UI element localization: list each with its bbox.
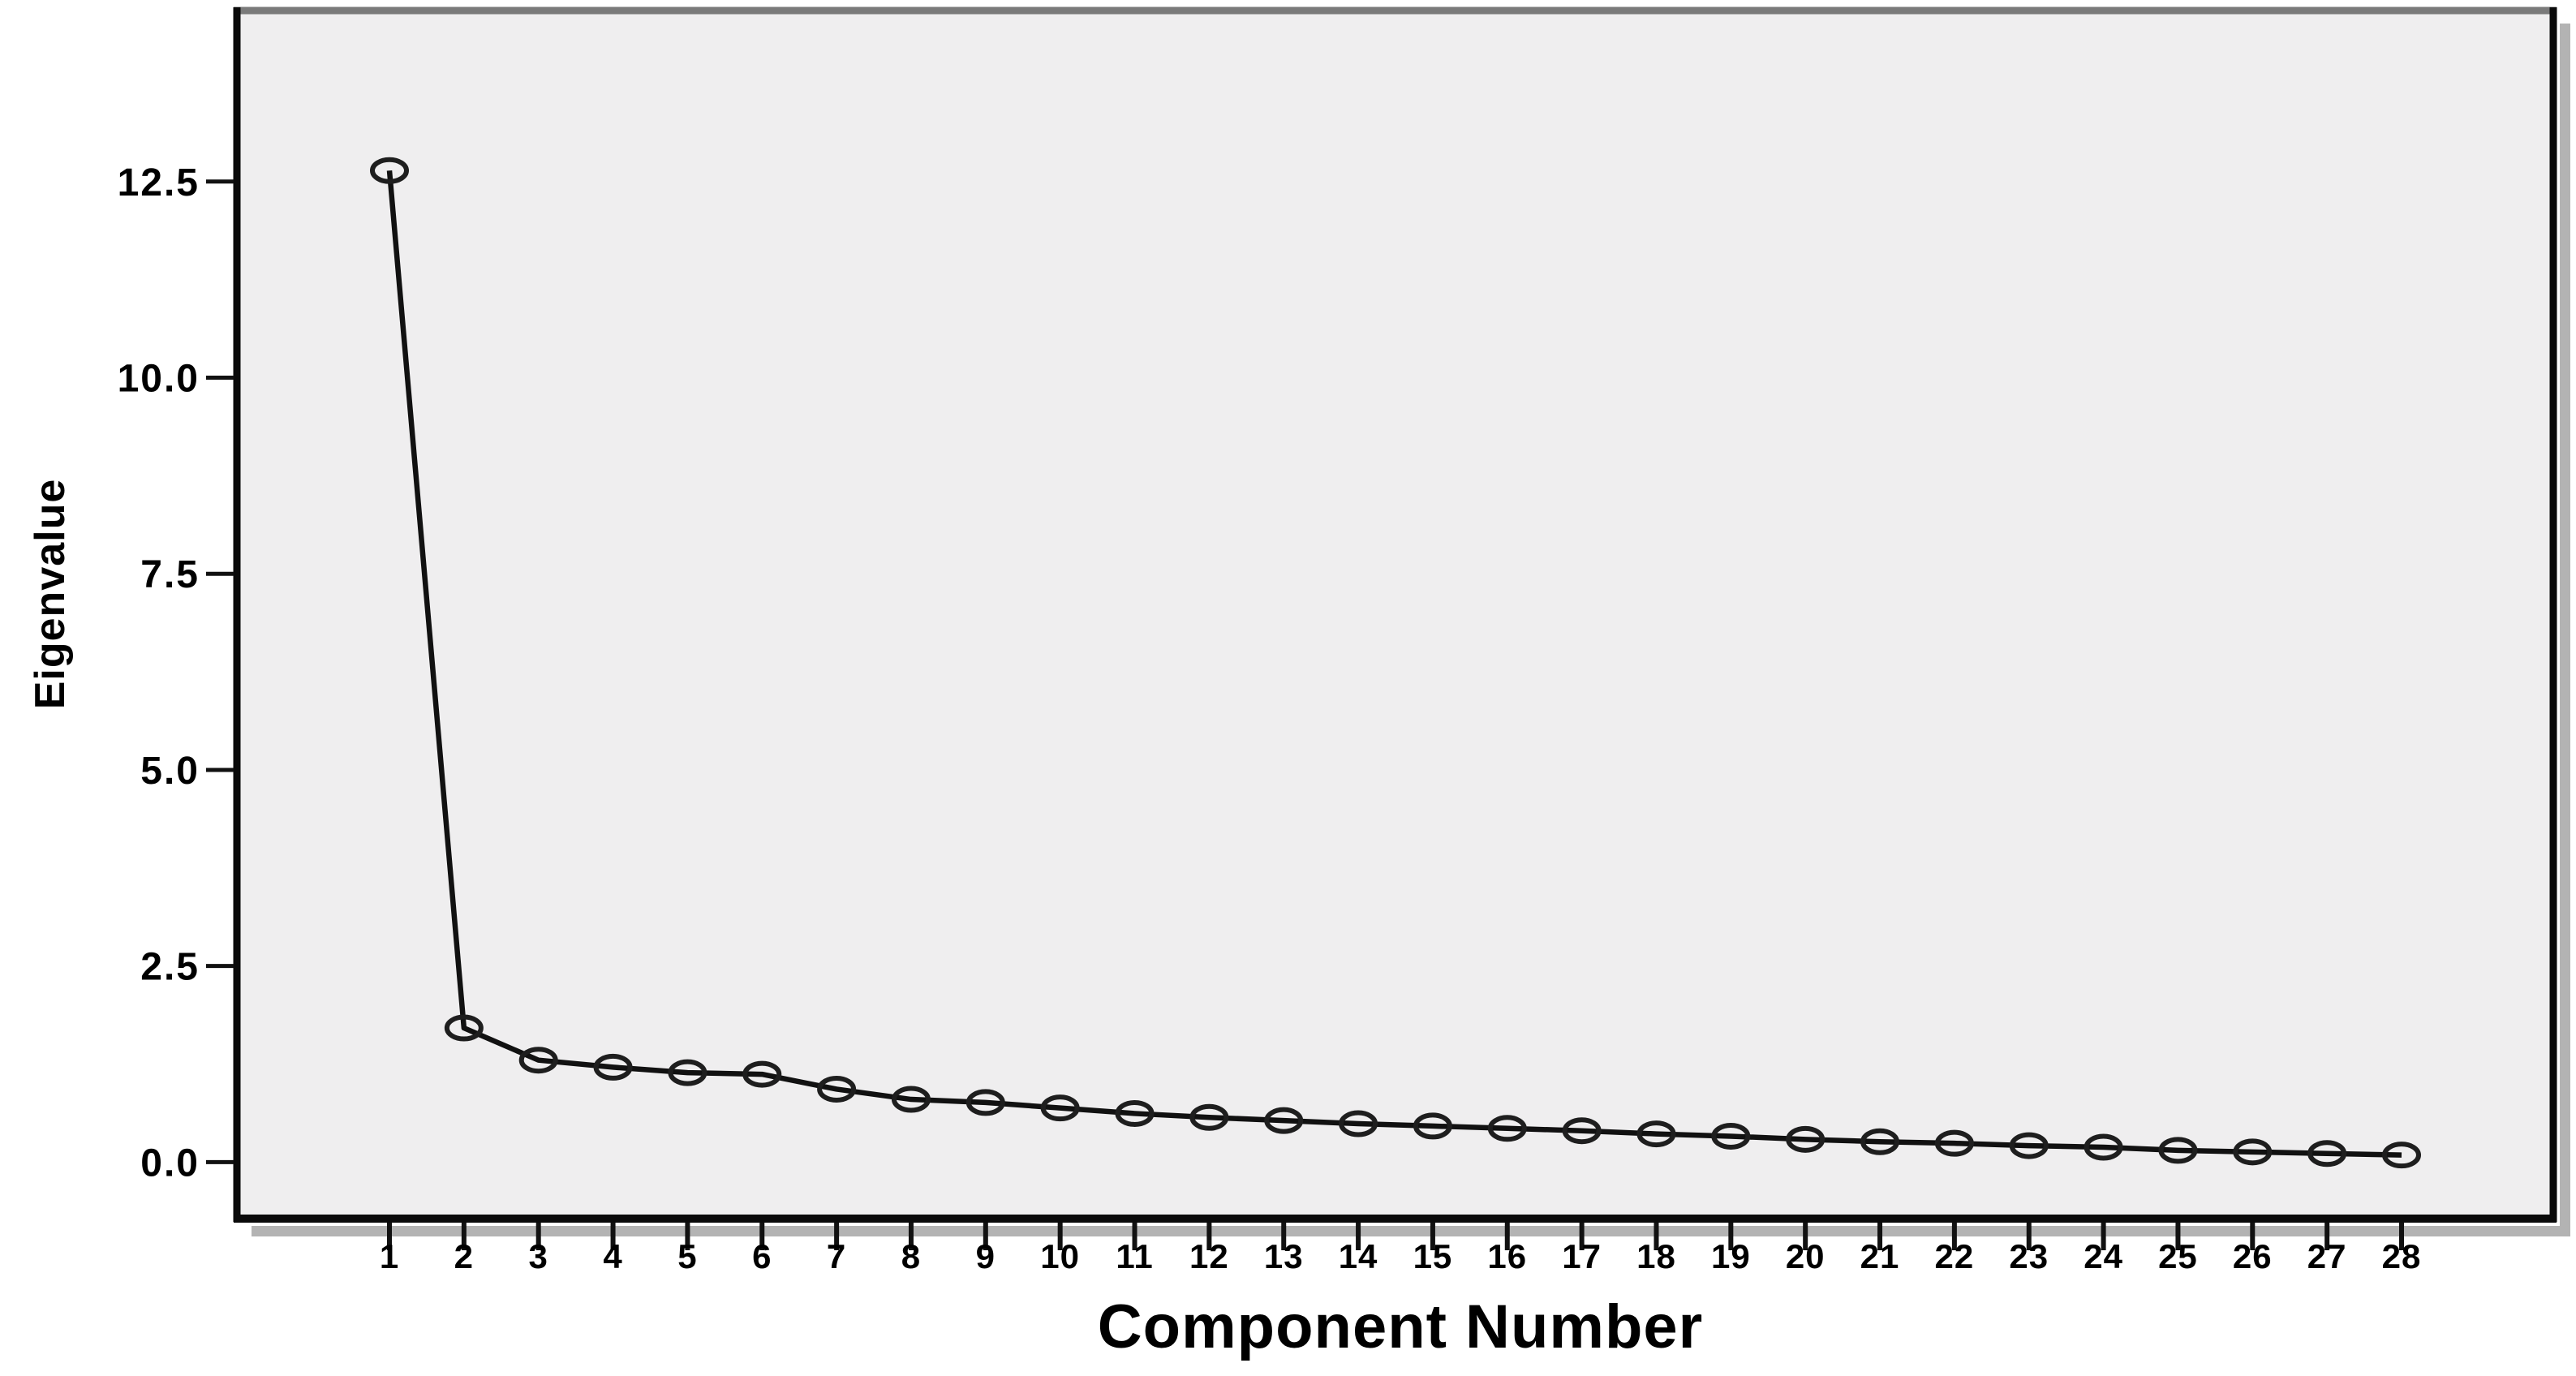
x-tick-label: 21	[1860, 1237, 1900, 1275]
x-tick-label: 20	[1786, 1237, 1826, 1275]
y-axis-title: Eigenvalue	[27, 478, 74, 710]
data-point-marker	[668, 1059, 707, 1086]
data-point-marker	[1711, 1122, 1751, 1150]
data-point-marker	[1562, 1117, 1602, 1145]
x-tick-label: 10	[1040, 1237, 1080, 1275]
x-tick-label: 2	[454, 1237, 474, 1275]
data-point-marker	[1339, 1110, 1378, 1137]
x-tick-label: 27	[2307, 1237, 2347, 1275]
data-point-marker	[1115, 1099, 1155, 1127]
y-tick-label: 7.5	[140, 553, 200, 596]
data-point-marker	[1189, 1103, 1229, 1131]
x-tick-label: 26	[2233, 1237, 2273, 1275]
data-point-marker	[2307, 1140, 2347, 1167]
y-tick-label: 0.0	[140, 1142, 200, 1185]
x-tick-label: 12	[1189, 1237, 1229, 1275]
x-tick-label: 7	[827, 1237, 846, 1275]
x-tick-label: 24	[2084, 1237, 2123, 1275]
data-point-marker	[1934, 1129, 1974, 1157]
x-tick-label: 15	[1413, 1237, 1453, 1275]
data-point-marker	[593, 1053, 633, 1081]
data-point-marker	[444, 1014, 484, 1042]
plot-shadow-bottom	[252, 1226, 2570, 1236]
data-point-marker	[1860, 1128, 1900, 1155]
x-tick-label: 17	[1562, 1237, 1602, 1275]
x-tick-label: 19	[1711, 1237, 1751, 1275]
data-point-marker	[1413, 1112, 1452, 1140]
data-point-marker	[370, 157, 409, 184]
x-tick-label: 14	[1339, 1237, 1378, 1275]
x-tick-label: 13	[1264, 1237, 1304, 1275]
plot-shadow-right	[2560, 24, 2570, 1236]
x-tick-label: 8	[901, 1237, 921, 1275]
x-tick-label: 16	[1487, 1237, 1527, 1275]
data-point-marker	[2009, 1132, 2049, 1159]
data-point-marker	[1636, 1120, 1676, 1148]
x-tick-label: 11	[1116, 1237, 1153, 1275]
data-point-marker	[2233, 1138, 2273, 1166]
x-tick-label: 1	[380, 1237, 399, 1275]
data-point-marker	[891, 1086, 931, 1113]
x-tick-label: 5	[677, 1237, 697, 1275]
x-tick-label: 23	[2009, 1237, 2049, 1275]
x-axis-title: Component Number	[1097, 1292, 1704, 1361]
data-point-marker	[1040, 1094, 1080, 1122]
data-point-marker	[2382, 1142, 2421, 1169]
y-tick-label: 2.5	[140, 946, 200, 989]
x-tick-label: 18	[1636, 1237, 1676, 1275]
data-point-marker	[965, 1089, 1005, 1116]
eigenvalue-line	[386, 170, 2402, 1158]
x-tick-label: 4	[603, 1237, 622, 1275]
x-tick-label: 22	[1935, 1237, 1975, 1275]
x-tick-label: 3	[529, 1237, 548, 1275]
data-point-marker	[817, 1075, 857, 1103]
data-point-marker	[1487, 1115, 1527, 1142]
data-point-marker	[2084, 1133, 2123, 1161]
data-point-marker	[742, 1060, 782, 1088]
data-point-marker	[1264, 1107, 1304, 1134]
y-tick-label: 12.5	[118, 161, 200, 204]
data-point-marker	[2158, 1137, 2198, 1164]
data-point-marker	[518, 1047, 558, 1074]
x-tick-label: 6	[752, 1237, 772, 1275]
y-tick-label: 5.0	[140, 750, 200, 793]
data-point-marker	[1786, 1125, 1826, 1153]
x-tick-label: 28	[2382, 1237, 2422, 1275]
x-tick-label: 25	[2158, 1237, 2198, 1275]
x-tick-label: 9	[976, 1237, 996, 1275]
plot-area	[237, 11, 2553, 1219]
y-tick-label: 10.0	[118, 358, 200, 401]
